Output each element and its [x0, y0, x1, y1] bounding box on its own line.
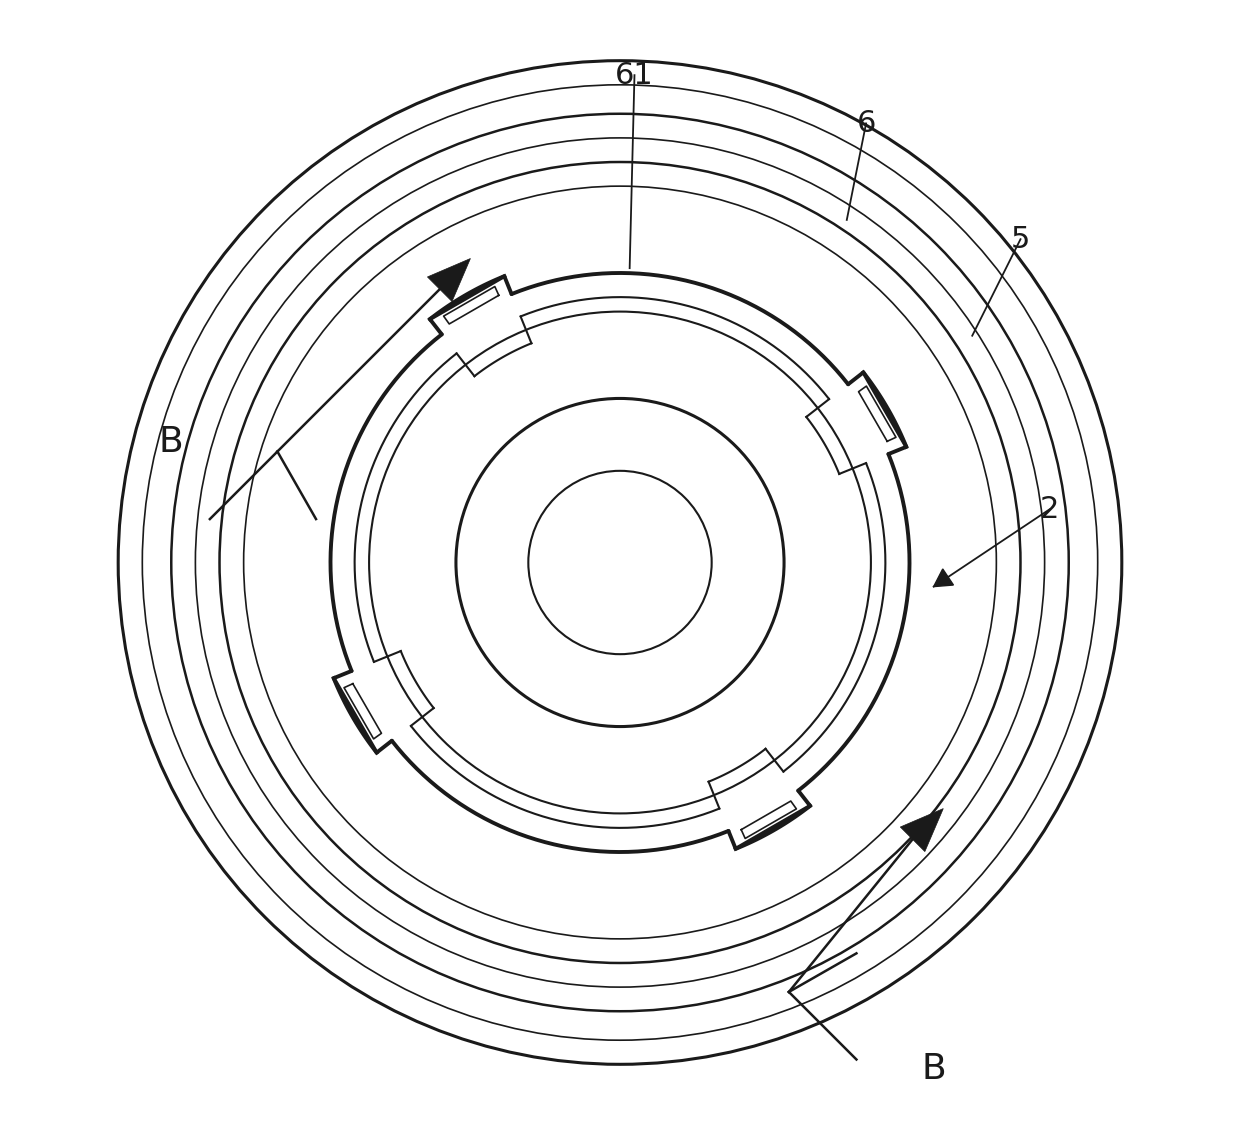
Text: B: B	[159, 425, 184, 459]
Polygon shape	[428, 259, 470, 302]
Polygon shape	[934, 569, 954, 586]
Text: B: B	[921, 1052, 946, 1086]
Text: 2: 2	[1040, 495, 1059, 524]
Text: 61: 61	[615, 61, 653, 90]
Polygon shape	[900, 809, 944, 852]
Text: 5: 5	[1011, 225, 1030, 254]
Text: 6: 6	[857, 109, 875, 138]
